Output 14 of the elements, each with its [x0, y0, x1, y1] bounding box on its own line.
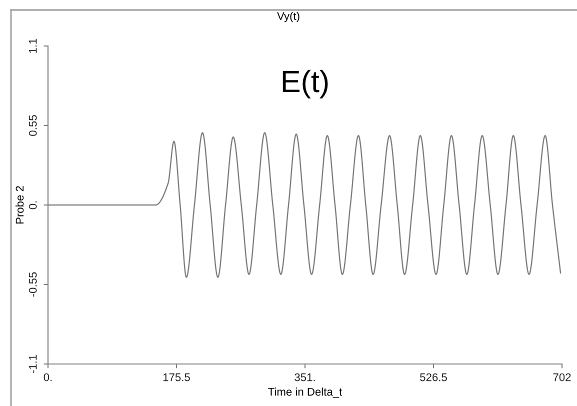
- y-tick-label: 0.55: [28, 115, 37, 136]
- x-tick-label: 0.: [44, 373, 52, 382]
- chart-title: Vy(t): [277, 12, 300, 22]
- x-tick-label: 702: [553, 373, 571, 382]
- annotation: E(t): [282, 70, 328, 98]
- y-tick-label: -0.55: [28, 272, 37, 297]
- y-tick-label: -1.1: [29, 354, 37, 374]
- x-axis-title: Time in Delta_t: [268, 388, 342, 398]
- y-axis-title: Probe 2: [15, 186, 24, 224]
- x-tick-label: 175.5: [163, 373, 190, 382]
- y-tick-label: 1.1: [29, 38, 37, 53]
- x-tick-label: 526.5: [420, 373, 447, 382]
- x-tick-label: 351.: [294, 373, 315, 382]
- y-tick-label: 0.: [28, 201, 37, 210]
